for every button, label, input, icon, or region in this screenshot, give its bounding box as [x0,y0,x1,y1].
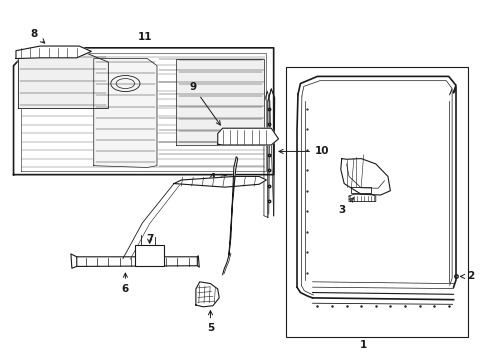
Bar [135,245,164,266]
Text: 8: 8 [31,28,44,43]
Text: 9: 9 [189,82,220,125]
Polygon shape [14,48,273,175]
Polygon shape [217,128,278,145]
Text: 6: 6 [122,273,129,294]
Polygon shape [228,157,237,255]
Text: 4: 4 [208,173,225,183]
Text: 10: 10 [279,147,329,157]
Polygon shape [174,176,266,187]
Polygon shape [19,53,108,109]
Text: 11: 11 [137,32,152,42]
Polygon shape [16,46,91,59]
Text: 5: 5 [206,311,214,333]
Polygon shape [94,59,157,167]
Text: 2: 2 [460,271,473,282]
Polygon shape [196,282,219,307]
Bar [285,67,467,337]
Polygon shape [176,59,264,145]
Text: 3: 3 [337,198,353,215]
Text: 1: 1 [359,340,366,350]
Text: 7: 7 [146,234,153,244]
